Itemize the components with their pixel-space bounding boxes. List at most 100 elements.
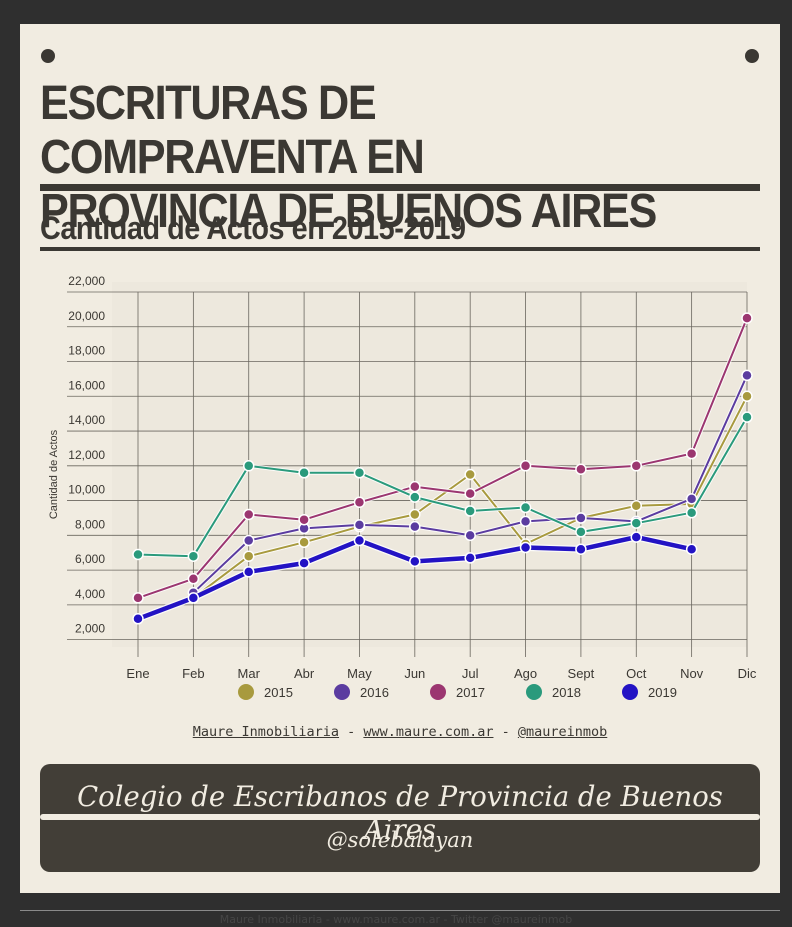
legend-label-2015: 2015: [264, 685, 293, 700]
credits-site-link[interactable]: www.maure.com.ar: [363, 724, 494, 740]
y-tick-label: 10,000: [68, 483, 105, 497]
chart-subtitle: Cantidad de Actos en 2015-2019: [40, 210, 466, 246]
data-point-2017: [519, 460, 532, 472]
data-point-2017: [741, 312, 753, 324]
data-point-2018: [132, 548, 144, 561]
data-point-2019: [630, 531, 643, 543]
data-point-2017: [685, 447, 698, 460]
data-point-2016: [685, 493, 698, 505]
x-tick-label: Ago: [514, 666, 537, 681]
data-point-2018: [519, 501, 532, 514]
data-point-2015: [741, 390, 753, 403]
source-name: Colegio de Escribanos de Provincia de Bu…: [77, 780, 723, 846]
data-point-2018: [298, 467, 310, 479]
data-point-2017: [575, 463, 587, 476]
legend-swatch-2017: [430, 684, 446, 700]
data-point-2017: [242, 508, 255, 521]
line-chart: 2,000 4,000 6,000 8,000 10,000 12,000 14,000 16…: [48, 274, 757, 700]
y-tick-label: 6,000: [75, 552, 105, 566]
legend-swatch-2019: [622, 684, 638, 700]
x-tick-label: Oct: [626, 666, 647, 681]
legend-swatch-2016: [334, 684, 350, 700]
subtitle-divider: [40, 247, 760, 251]
y-tick-label: 18,000: [68, 344, 105, 358]
y-axis-label: Cantidad de Actos: [48, 429, 60, 519]
legend-label-2018: 2018: [552, 685, 581, 700]
data-point-2018: [187, 550, 200, 562]
legend-swatch-2015: [238, 684, 254, 700]
x-tick-label: Feb: [182, 666, 204, 681]
bottom-divider: [20, 910, 780, 911]
y-tick-label: 20,000: [68, 309, 105, 323]
data-point-2016: [464, 529, 476, 542]
data-point-2018: [409, 491, 421, 503]
data-point-2019: [353, 534, 366, 547]
x-tick-label: Abr: [294, 666, 315, 681]
x-tick-label: May: [347, 666, 372, 681]
data-point-2017: [409, 480, 421, 493]
poster-card: ESCRITURAS DE COMPRAVENTA EN PROVINCIA D…: [20, 24, 780, 893]
legend-swatch-2018: [526, 684, 542, 700]
title-line-1: ESCRITURAS DE COMPRAVENTA EN: [40, 77, 425, 184]
data-point-2015: [464, 468, 476, 481]
data-point-2018: [741, 411, 753, 423]
credits-sep-1: -: [339, 724, 364, 740]
data-point-2019: [575, 543, 587, 555]
data-point-2019: [685, 543, 698, 555]
data-point-2016: [519, 515, 532, 528]
data-point-2018: [575, 526, 587, 538]
bottom-credits: Maure Inmobiliaria - www.maure.com.ar - …: [219, 913, 573, 926]
data-point-2018: [464, 505, 476, 517]
x-tick-label: Jul: [462, 666, 479, 681]
data-point-2016: [409, 520, 421, 533]
data-point-2016: [353, 519, 366, 531]
data-point-2019: [409, 555, 421, 568]
legend-label-2019: 2019: [648, 685, 677, 700]
y-tick-label: 8,000: [75, 517, 105, 531]
y-tick-label: 16,000: [68, 378, 105, 392]
data-point-2017: [298, 513, 310, 526]
credits-handle-link[interactable]: @maureinmob: [517, 724, 608, 740]
data-point-2019: [187, 592, 200, 604]
x-tick-label: Nov: [680, 666, 704, 681]
source-banner-notch: [40, 814, 760, 820]
credits-name-link[interactable]: Maure Inmobiliaria: [192, 724, 340, 740]
series-line-2017: [137, 317, 748, 599]
data-point-2017: [132, 592, 144, 604]
data-point-2015: [630, 500, 643, 512]
pin-right-icon: [745, 49, 759, 63]
y-tick-label: 12,000: [68, 448, 105, 462]
data-point-2015: [409, 508, 421, 521]
x-tick-label: Sept: [568, 666, 595, 681]
credits-line: Maure Inmobiliaria - www.maure.com.ar - …: [20, 724, 780, 740]
data-point-2018: [630, 517, 643, 529]
y-tick-label: 14,000: [68, 413, 105, 427]
data-point-2017: [353, 496, 366, 509]
author-handle: @solebalayan: [326, 828, 474, 852]
data-point-2019: [132, 613, 144, 625]
x-tick-label: Ene: [126, 666, 149, 681]
title-line-2: PROVINCIA DE BUENOS AIRES: [40, 185, 657, 238]
data-point-2016: [741, 369, 753, 382]
legend-label-2017: 2017: [456, 685, 485, 700]
data-point-2019: [519, 541, 532, 554]
y-tick-label: 22,000: [68, 274, 105, 288]
credits-sep-2: -: [493, 724, 518, 740]
data-point-2019: [242, 566, 255, 578]
data-point-2019: [464, 552, 476, 564]
pin-left-icon: [41, 49, 55, 63]
data-point-2017: [187, 573, 200, 585]
data-point-2019: [298, 557, 310, 569]
series-line-2018: [137, 416, 748, 558]
x-tick-label: Jun: [404, 666, 425, 681]
data-point-2015: [298, 536, 310, 549]
data-point-2018: [242, 460, 255, 472]
y-tick-label: 2,000: [75, 622, 105, 636]
data-point-2017: [630, 460, 643, 472]
data-point-2018: [353, 467, 366, 479]
page-title: ESCRITURAS DE COMPRAVENTA EN PROVINCIA D…: [40, 77, 688, 239]
data-point-2017: [464, 487, 476, 500]
data-point-2016: [575, 512, 587, 524]
title-divider: [40, 184, 760, 191]
data-point-2015: [242, 550, 255, 562]
